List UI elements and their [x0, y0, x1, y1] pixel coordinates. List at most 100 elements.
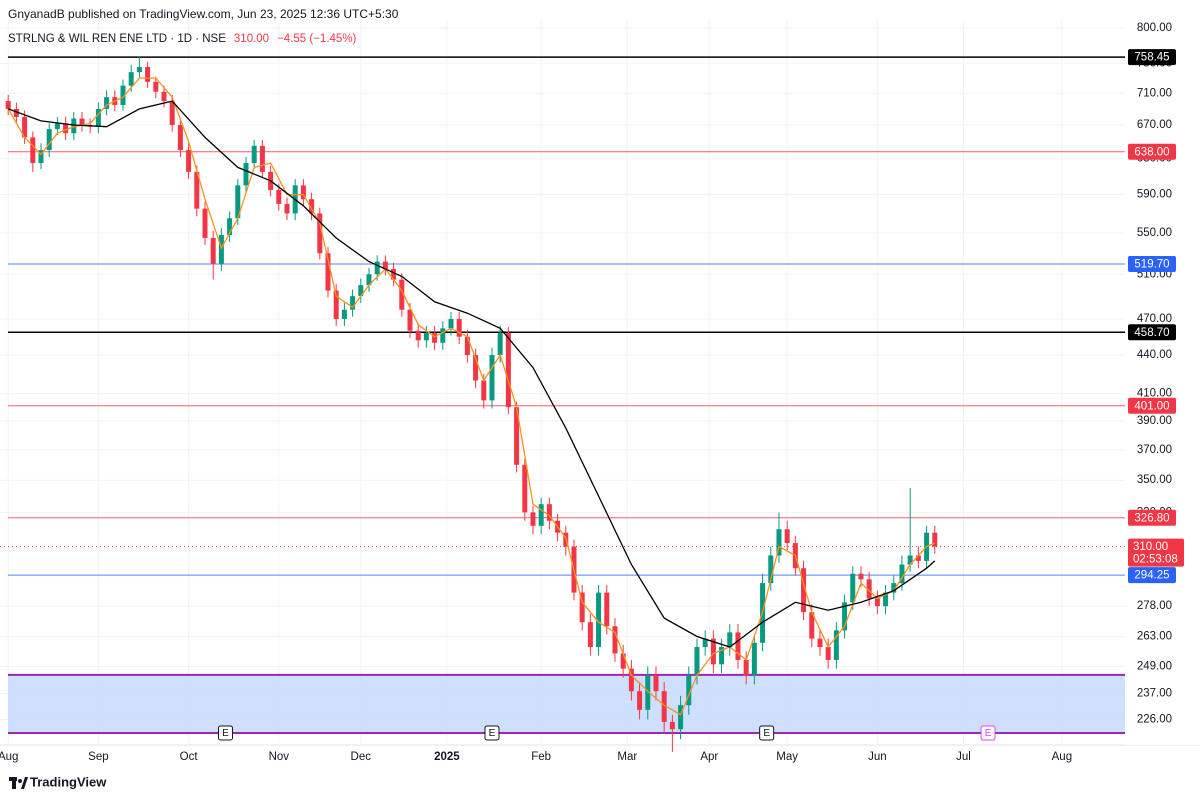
candle-body — [505, 333, 511, 408]
legend-price: 310.00 — [234, 33, 269, 45]
candle-body — [243, 163, 249, 186]
x-tick-label: Sep — [88, 751, 108, 763]
candle-body — [5, 101, 11, 109]
candle-body — [350, 296, 356, 310]
level-label-box — [1128, 143, 1176, 160]
logo-stem — [12, 781, 16, 789]
candle-body — [604, 592, 610, 627]
event-label: E — [763, 728, 770, 739]
candle-body — [325, 253, 331, 291]
candle-body — [538, 504, 544, 526]
logo-bar — [9, 777, 17, 781]
event-label: E — [985, 728, 992, 739]
countdown: 02:53:08 — [1133, 554, 1178, 566]
candle-body — [95, 108, 101, 127]
y-tick-label: 226.00 — [1137, 714, 1172, 726]
candle-body — [612, 626, 618, 654]
candle-body — [407, 309, 413, 331]
candle-body — [702, 638, 708, 648]
candle-body — [153, 81, 159, 92]
candle-body — [391, 268, 397, 280]
brand: TradingView — [30, 774, 107, 789]
candle-body — [768, 555, 774, 584]
candle-body — [489, 355, 495, 401]
y-tick-label: 390.00 — [1137, 415, 1172, 427]
y-tick-label: 263.00 — [1137, 631, 1172, 643]
candle-body — [374, 261, 380, 275]
candle-body — [932, 532, 938, 547]
ma-line — [7, 77, 936, 716]
candle-body — [448, 318, 454, 329]
candle-body — [497, 333, 503, 356]
level-label-box — [1128, 509, 1176, 526]
candle-body — [514, 407, 520, 465]
price-axis — [1125, 0, 1200, 745]
candle-body — [210, 237, 216, 264]
candle-body — [136, 66, 142, 73]
y-tick-label: 800.00 — [1137, 22, 1172, 34]
last-price-label: 310.00 — [1133, 541, 1168, 553]
candle-body — [177, 125, 183, 151]
level-label-box — [1128, 49, 1176, 66]
candle-body — [751, 642, 757, 676]
x-tick-label: Jul — [956, 751, 971, 763]
logo-slash — [21, 777, 28, 789]
legend-title: STRLNG & WIL REN ENE LTD · 1D · NSE — [8, 33, 226, 45]
candle-body — [694, 647, 700, 676]
candle-body — [801, 568, 807, 613]
x-tick-label: May — [776, 751, 798, 763]
candle-body — [161, 91, 167, 102]
candle-body — [833, 630, 839, 660]
candle-body — [13, 108, 19, 117]
y-tick-label: 440.00 — [1137, 349, 1172, 361]
zone — [8, 674, 1125, 733]
candle-body — [628, 668, 634, 692]
logo — [9, 777, 28, 789]
candle-body — [874, 598, 880, 607]
candle-body — [186, 150, 192, 172]
y-tick-label: 550.00 — [1137, 227, 1172, 239]
x-tick-label: Nov — [269, 751, 290, 763]
candle-body — [276, 189, 282, 204]
candle-body — [579, 592, 585, 623]
y-tick-label: 670.00 — [1137, 119, 1172, 131]
candle-body — [415, 330, 421, 341]
candle-body — [546, 504, 552, 521]
candle-body — [825, 647, 831, 660]
candle-body — [858, 573, 864, 580]
candle-body — [464, 336, 470, 356]
x-tick-label: Feb — [531, 751, 551, 763]
candle-body — [104, 97, 110, 109]
candle-body — [596, 592, 602, 648]
candle-body — [743, 659, 749, 676]
level-label: 326.80 — [1134, 512, 1169, 524]
candle-body — [653, 675, 659, 692]
level-label: 758.45 — [1134, 52, 1169, 64]
level-label-box — [1128, 397, 1176, 414]
candle-body — [358, 285, 364, 297]
candle-body — [907, 555, 913, 565]
candle-body — [300, 185, 306, 200]
candle-body — [637, 691, 643, 710]
x-tick-label: Mar — [617, 751, 637, 763]
candle-body — [169, 101, 175, 126]
y-tick-label: 590.00 — [1137, 189, 1172, 201]
candle-body — [382, 261, 388, 269]
candle-body — [251, 145, 257, 164]
logo-dot — [18, 779, 22, 783]
level-label-box — [1128, 324, 1176, 341]
x-tick-label: Dec — [351, 751, 372, 763]
candle-body — [38, 150, 44, 164]
event-marker — [759, 725, 775, 741]
candle-body — [317, 213, 323, 254]
candle-body — [333, 290, 339, 319]
candle-body — [46, 129, 52, 151]
level-label: 294.25 — [1134, 570, 1169, 582]
candle-body — [79, 118, 85, 126]
event-label: E — [222, 728, 229, 739]
x-tick-label: Aug — [0, 751, 18, 763]
legend: STRLNG & WIL REN ENE LTD · 1D · NSE 310.0… — [8, 33, 357, 45]
ma-line — [7, 100, 936, 648]
candle-body — [915, 555, 921, 561]
event-marker — [980, 725, 996, 741]
